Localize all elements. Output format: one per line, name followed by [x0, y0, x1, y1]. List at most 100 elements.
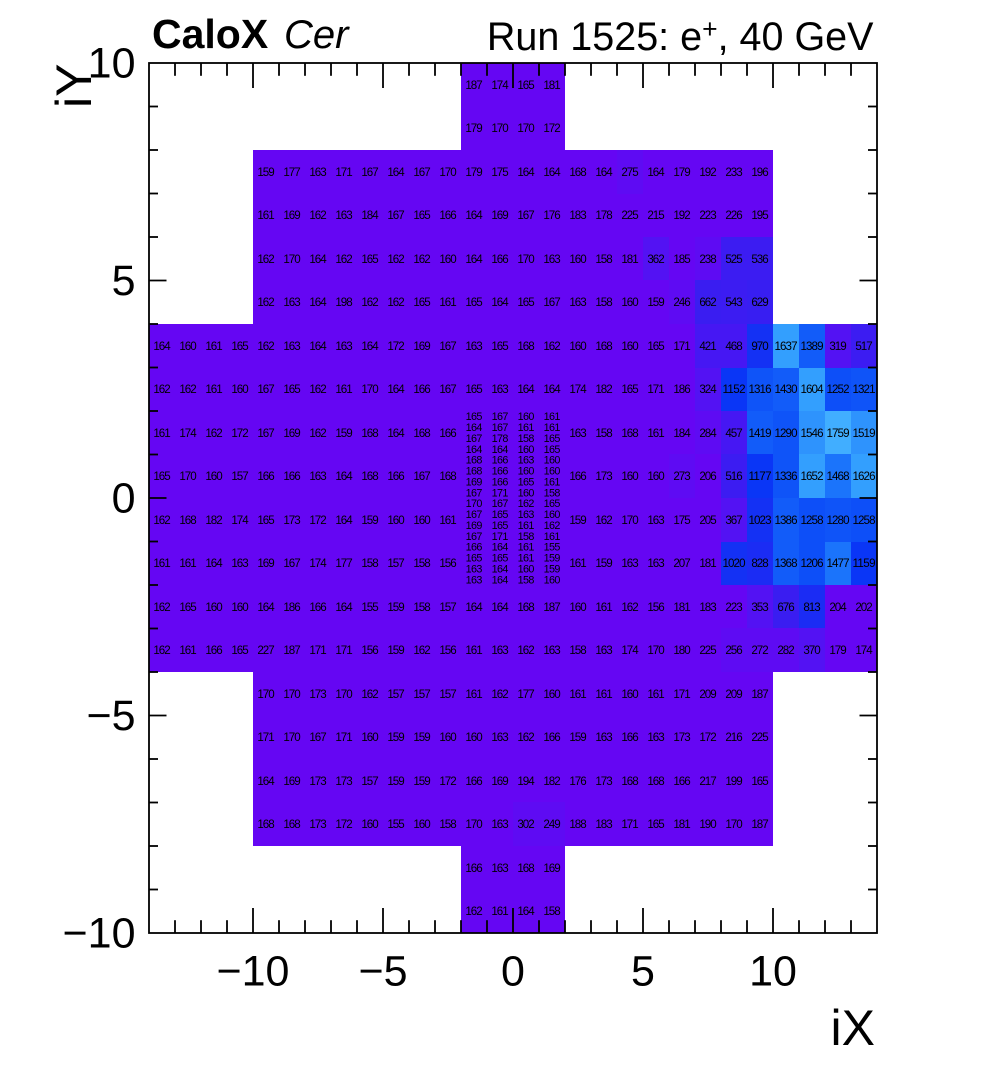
svg-text:166: 166 — [465, 862, 482, 875]
svg-text:159: 159 — [544, 563, 561, 575]
svg-text:170: 170 — [466, 498, 483, 510]
svg-text:163: 163 — [283, 296, 300, 309]
svg-text:163: 163 — [231, 557, 248, 570]
svg-text:172: 172 — [543, 122, 560, 135]
svg-text:157: 157 — [231, 470, 248, 483]
svg-text:166: 166 — [465, 775, 482, 788]
svg-text:163: 163 — [518, 509, 535, 521]
svg-text:164: 164 — [543, 166, 561, 179]
svg-text:164: 164 — [492, 574, 509, 586]
svg-text:160: 160 — [621, 340, 638, 353]
svg-text:168: 168 — [466, 466, 483, 478]
svg-text:225: 225 — [699, 644, 716, 657]
svg-text:160: 160 — [569, 601, 586, 614]
svg-text:162: 162 — [153, 514, 170, 527]
svg-text:284: 284 — [699, 427, 717, 440]
svg-text:176: 176 — [543, 209, 560, 222]
svg-text:206: 206 — [699, 470, 716, 483]
svg-text:162: 162 — [361, 296, 378, 309]
svg-text:164: 164 — [309, 340, 327, 353]
svg-text:1020: 1020 — [722, 557, 745, 570]
svg-text:162: 162 — [309, 209, 326, 222]
svg-text:172: 172 — [439, 775, 456, 788]
svg-text:155: 155 — [361, 601, 378, 614]
svg-text:5: 5 — [112, 257, 136, 305]
svg-text:10: 10 — [88, 40, 136, 88]
svg-text:1252: 1252 — [826, 383, 849, 396]
svg-text:828: 828 — [751, 557, 768, 570]
svg-text:163: 163 — [309, 470, 326, 483]
svg-text:164: 164 — [335, 470, 353, 483]
svg-text:194: 194 — [517, 775, 535, 788]
svg-text:169: 169 — [413, 340, 430, 353]
svg-text:167: 167 — [466, 487, 483, 499]
svg-text:CaloX: CaloX — [152, 11, 268, 57]
svg-text:−10: −10 — [217, 948, 290, 996]
svg-text:1290: 1290 — [774, 427, 797, 440]
svg-text:158: 158 — [518, 574, 535, 586]
svg-text:1321: 1321 — [852, 383, 875, 396]
svg-text:165: 165 — [621, 383, 638, 396]
svg-text:1477: 1477 — [826, 557, 849, 570]
svg-text:166: 166 — [492, 455, 509, 467]
svg-text:273: 273 — [673, 470, 690, 483]
svg-text:162: 162 — [491, 688, 508, 701]
svg-text:163: 163 — [491, 818, 508, 831]
svg-text:157: 157 — [439, 601, 456, 614]
svg-text:158: 158 — [413, 601, 430, 614]
svg-text:168: 168 — [413, 427, 430, 440]
svg-text:168: 168 — [361, 427, 378, 440]
svg-text:166: 166 — [439, 209, 456, 222]
svg-text:156: 156 — [647, 601, 664, 614]
svg-text:161: 161 — [595, 688, 612, 701]
svg-text:161: 161 — [544, 422, 561, 434]
svg-text:164: 164 — [387, 166, 405, 179]
svg-text:168: 168 — [569, 166, 586, 179]
svg-text:164: 164 — [492, 542, 509, 554]
svg-text:165: 165 — [179, 601, 196, 614]
svg-text:170: 170 — [647, 644, 664, 657]
svg-text:164: 164 — [465, 601, 483, 614]
svg-text:166: 166 — [309, 601, 326, 614]
svg-text:275: 275 — [621, 166, 638, 179]
svg-text:169: 169 — [466, 476, 483, 488]
svg-text:160: 160 — [569, 253, 586, 266]
svg-text:161: 161 — [179, 644, 196, 657]
svg-text:173: 173 — [595, 775, 612, 788]
svg-text:164: 164 — [517, 905, 535, 918]
svg-text:160: 160 — [569, 340, 586, 353]
svg-text:166: 166 — [673, 775, 690, 788]
svg-text:970: 970 — [751, 340, 768, 353]
svg-text:161: 161 — [518, 520, 535, 532]
svg-text:164: 164 — [491, 601, 509, 614]
svg-text:246: 246 — [673, 296, 690, 309]
svg-text:282: 282 — [777, 644, 794, 657]
svg-text:238: 238 — [699, 253, 716, 266]
svg-text:171: 171 — [335, 166, 352, 179]
svg-text:166: 166 — [257, 470, 274, 483]
svg-text:160: 160 — [543, 688, 560, 701]
svg-text:165: 165 — [466, 411, 483, 423]
svg-text:181: 181 — [543, 79, 560, 92]
svg-text:171: 171 — [647, 383, 664, 396]
svg-text:172: 172 — [335, 818, 352, 831]
svg-text:161: 161 — [544, 531, 561, 543]
svg-text:202: 202 — [855, 601, 872, 614]
svg-text:1637: 1637 — [774, 340, 797, 353]
svg-text:163: 163 — [491, 862, 508, 875]
svg-text:172: 172 — [231, 427, 248, 440]
svg-text:164: 164 — [335, 514, 353, 527]
svg-text:181: 181 — [673, 818, 690, 831]
svg-text:166: 166 — [387, 470, 404, 483]
svg-text:166: 166 — [621, 731, 638, 744]
svg-text:171: 171 — [309, 644, 326, 657]
svg-text:1519: 1519 — [852, 427, 875, 440]
svg-text:Cer: Cer — [284, 13, 350, 57]
svg-text:165: 165 — [492, 553, 509, 565]
svg-text:161: 161 — [569, 688, 586, 701]
svg-text:161: 161 — [647, 688, 664, 701]
svg-text:161: 161 — [335, 383, 352, 396]
svg-text:157: 157 — [387, 688, 404, 701]
svg-text:156: 156 — [439, 644, 456, 657]
svg-text:170: 170 — [283, 253, 300, 266]
